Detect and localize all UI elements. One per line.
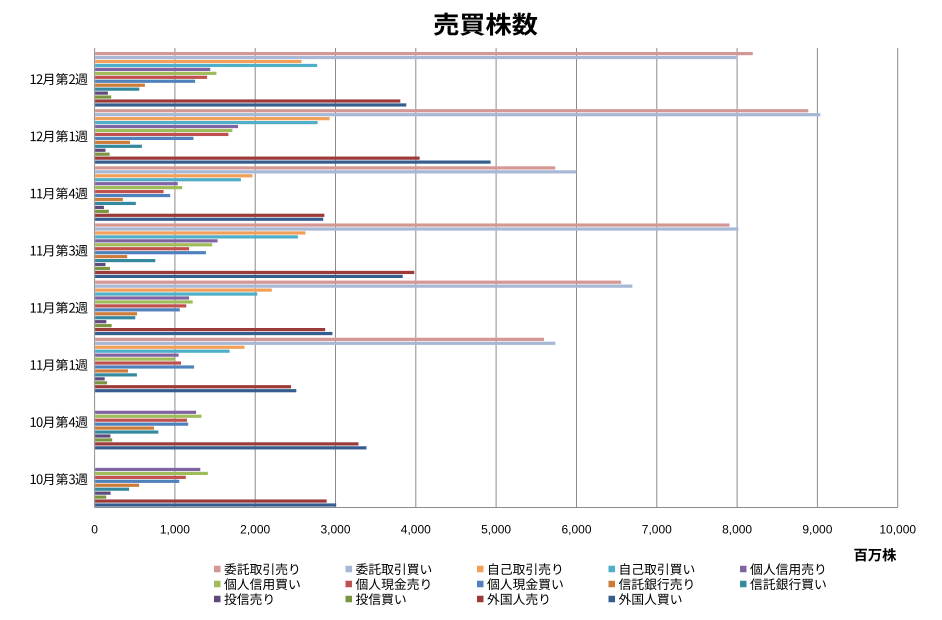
svg-text:0: 0 [91,522,98,536]
svg-text:3,000: 3,000 [320,522,350,536]
svg-text:2,000: 2,000 [240,522,270,536]
svg-text:5,000: 5,000 [481,522,511,536]
svg-text:4,000: 4,000 [401,522,431,536]
svg-text:1,000: 1,000 [160,522,190,536]
svg-text:8,000: 8,000 [722,522,752,536]
svg-text:6,000: 6,000 [561,522,591,536]
svg-text:7,000: 7,000 [642,522,672,536]
svg-text:9,000: 9,000 [802,522,832,536]
svg-text:10,000: 10,000 [879,522,916,536]
